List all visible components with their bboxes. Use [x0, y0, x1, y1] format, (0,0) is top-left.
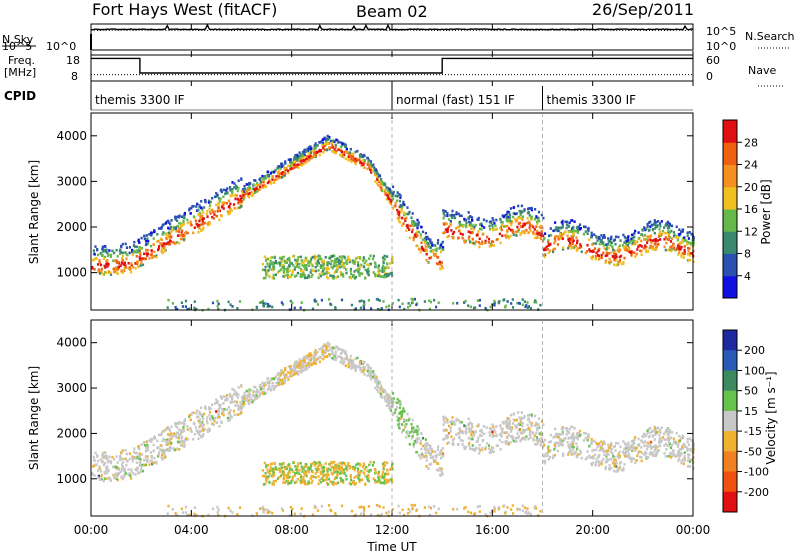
velocity-colorbar-cell: [723, 431, 737, 452]
power-colorbar-cell: [723, 186, 737, 210]
freq-tick-low: 8: [71, 70, 78, 83]
x-tick-6: 00:00: [676, 523, 711, 537]
plot-title: Fort Hays West (fitACF): [92, 0, 278, 19]
power-colorbar-cell: [723, 231, 737, 254]
nave-tick-low: 0: [706, 70, 713, 83]
nsky-label: N.Sky: [2, 33, 34, 46]
power-colorbar-cell: [723, 253, 737, 277]
freq-label: Freq.: [8, 54, 35, 67]
velocity-colorbar-tick-0: 200: [744, 344, 765, 357]
power-colorbar-tick-12: 12: [744, 225, 758, 238]
velocity-colorbar-cell: [723, 350, 737, 371]
power-colorbar: 4 8 12 16 20 24 28: [722, 119, 758, 299]
velocity-colorbar-tick-1: 100: [744, 364, 765, 377]
x-tick-3: 12:00: [375, 523, 410, 537]
nsky-right-tick-high: 10^5: [706, 25, 736, 38]
power-colorbar-cell: [723, 275, 737, 299]
velocity-colorbar-cell: [723, 471, 737, 493]
power-ytick-4000: 4000: [56, 129, 87, 143]
velocity-colorbar-cell: [723, 410, 737, 432]
x-tick-4: 16:00: [475, 523, 510, 537]
date-label: 26/Sep/2011: [592, 0, 695, 19]
velocity-colorbar-tick-2: 50: [744, 385, 758, 398]
power-colorbar-tick-4: 4: [744, 270, 751, 283]
nsearch-label: N.Search: [745, 30, 795, 43]
power-colorbar-cell: [723, 142, 737, 165]
power-ytick-3000: 3000: [56, 174, 87, 188]
power-colorbar-tick-16: 16: [744, 203, 758, 216]
velocity-colorbar-label: Velocity [m s⁻¹]: [764, 371, 778, 464]
power-colorbar-tick-28: 28: [744, 136, 758, 149]
velocity-colorbar-cell: [723, 451, 737, 473]
power-ytick-2000: 2000: [56, 220, 87, 234]
freq-series-line: [91, 57, 693, 74]
freq-tick-high: 18: [66, 54, 80, 67]
velocity-ytick-1000: 1000: [56, 472, 87, 486]
freq-unit-label: [MHz]: [4, 66, 36, 79]
cpid-row: CPID themis 3300 IF normal (fast) 151 IF t…: [4, 86, 693, 111]
power-colorbar-tick-24: 24: [744, 159, 758, 172]
cpid-segment-0: themis 3300 IF: [95, 93, 185, 107]
power-colorbar-tick-8: 8: [744, 248, 751, 261]
velocity-colorbar: 200 100 50 15 -15 -50 -100 -200: [722, 329, 769, 513]
cpid-segment-2: themis 3300 IF: [547, 93, 637, 107]
velocity-colorbar-cell: [723, 330, 737, 351]
velocity-ytick-2000: 2000: [56, 426, 87, 440]
nave-label: Nave: [748, 64, 776, 77]
velocity-colorbar-cell: [723, 491, 737, 513]
velocity-colorbar-tick-5: -50: [744, 445, 762, 458]
x-tick-0: 00:00: [74, 523, 109, 537]
velocity-ylabel: Slant Range [km]: [27, 366, 41, 470]
power-colorbar-cell: [723, 120, 737, 143]
freq-panel: Freq. [MHz] 18 8 60 0 Nave: [4, 54, 784, 87]
x-tick-2: 08:00: [274, 523, 309, 537]
cpid-label: CPID: [4, 89, 36, 103]
x-axis-label: Time UT: [366, 540, 417, 554]
velocity-colorbar-cell: [723, 390, 737, 412]
velocity-colorbar-tick-6: -100: [744, 466, 769, 479]
velocity-colorbar-cell: [723, 370, 737, 392]
power-ylabel: Slant Range [km]: [27, 160, 41, 264]
velocity-colorbar-tick-7: -200: [744, 486, 769, 499]
beam-label: Beam 02: [356, 2, 428, 21]
nave-tick-high: 60: [706, 54, 720, 67]
power-colorbar-label: Power [dB]: [759, 179, 773, 244]
nsky-tick-high: 10^5: [2, 40, 32, 53]
x-tick-1: 04:00: [174, 523, 209, 537]
velocity-ytick-4000: 4000: [56, 336, 87, 350]
velocity-colorbar-tick-3: 15: [744, 405, 758, 418]
nsky-panel: N.Sky 10^5 10^0 10^5 10^0 N.Search: [2, 23, 795, 53]
nsky-right-tick-low: 10^0: [706, 40, 736, 53]
velocity-ytick-3000: 3000: [56, 381, 87, 395]
power-ytick-1000: 1000: [56, 266, 87, 280]
power-colorbar-cell: [723, 209, 737, 232]
nsearch-series-line: [90, 29, 694, 32]
power-panel: 1000 2000 3000 4000 Slant Range [km] 4 8 12 16…: [27, 112, 773, 312]
nsky-tick-low: 10^0: [46, 40, 76, 53]
power-colorbar-cell: [723, 164, 737, 188]
velocity-colorbar-tick-4: -15: [744, 425, 762, 438]
x-tick-5: 20:00: [575, 523, 610, 537]
power-colorbar-tick-20: 20: [744, 181, 758, 194]
cpid-segment-1: normal (fast) 151 IF: [396, 93, 515, 107]
